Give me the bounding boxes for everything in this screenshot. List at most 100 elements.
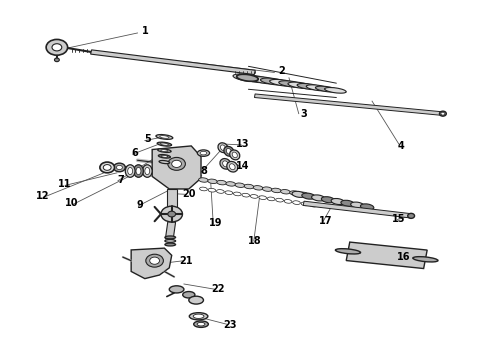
Text: 6: 6: [132, 148, 139, 158]
Ellipse shape: [242, 193, 249, 197]
Ellipse shape: [125, 165, 135, 177]
Ellipse shape: [361, 204, 374, 210]
Ellipse shape: [279, 81, 304, 87]
Ellipse shape: [227, 161, 238, 172]
Ellipse shape: [134, 165, 144, 177]
Ellipse shape: [292, 191, 305, 197]
Ellipse shape: [316, 86, 338, 92]
Polygon shape: [303, 201, 412, 218]
Text: 18: 18: [248, 236, 262, 246]
Text: 1: 1: [142, 26, 148, 36]
Polygon shape: [346, 242, 427, 269]
Ellipse shape: [199, 187, 207, 191]
Ellipse shape: [259, 196, 267, 199]
Text: 10: 10: [65, 198, 78, 208]
Ellipse shape: [413, 257, 438, 262]
Ellipse shape: [224, 147, 234, 156]
Ellipse shape: [321, 197, 335, 203]
Text: 14: 14: [236, 161, 249, 171]
Ellipse shape: [220, 158, 231, 169]
Circle shape: [114, 163, 125, 172]
Ellipse shape: [312, 195, 325, 201]
Circle shape: [103, 165, 111, 170]
Circle shape: [440, 111, 446, 116]
Ellipse shape: [341, 200, 354, 206]
Ellipse shape: [253, 186, 263, 190]
Ellipse shape: [143, 165, 152, 177]
Ellipse shape: [208, 179, 218, 184]
Ellipse shape: [169, 286, 184, 293]
Ellipse shape: [158, 149, 171, 152]
Circle shape: [441, 112, 445, 115]
Circle shape: [100, 162, 115, 173]
Circle shape: [146, 254, 163, 267]
Ellipse shape: [194, 321, 208, 327]
Polygon shape: [254, 94, 443, 116]
Ellipse shape: [306, 85, 329, 91]
Polygon shape: [166, 222, 175, 239]
Ellipse shape: [244, 184, 254, 189]
Ellipse shape: [242, 75, 270, 83]
Circle shape: [168, 211, 175, 217]
Ellipse shape: [310, 203, 317, 207]
Text: 2: 2: [278, 66, 285, 76]
Circle shape: [46, 40, 68, 55]
Ellipse shape: [197, 322, 205, 326]
Text: 13: 13: [236, 139, 249, 149]
Ellipse shape: [230, 150, 240, 160]
Circle shape: [172, 160, 181, 167]
Ellipse shape: [136, 167, 141, 175]
Ellipse shape: [200, 151, 207, 155]
Ellipse shape: [290, 191, 299, 195]
Ellipse shape: [271, 188, 281, 193]
Ellipse shape: [302, 193, 315, 199]
Ellipse shape: [218, 143, 228, 153]
Ellipse shape: [217, 190, 224, 193]
Ellipse shape: [301, 202, 309, 206]
Ellipse shape: [160, 136, 169, 138]
Ellipse shape: [251, 77, 279, 84]
Ellipse shape: [159, 161, 170, 164]
Ellipse shape: [293, 201, 300, 204]
Ellipse shape: [197, 150, 210, 156]
Circle shape: [408, 213, 415, 219]
Ellipse shape: [217, 180, 226, 185]
Ellipse shape: [189, 313, 208, 320]
Ellipse shape: [281, 189, 290, 194]
Ellipse shape: [165, 236, 175, 239]
Ellipse shape: [324, 87, 346, 93]
Ellipse shape: [222, 161, 228, 167]
Ellipse shape: [250, 194, 258, 198]
Ellipse shape: [208, 188, 216, 192]
Text: 21: 21: [180, 256, 193, 266]
Ellipse shape: [183, 292, 195, 298]
Circle shape: [168, 157, 185, 170]
Ellipse shape: [198, 178, 208, 182]
Text: 8: 8: [200, 166, 207, 176]
Ellipse shape: [161, 150, 168, 152]
Text: 20: 20: [182, 189, 196, 199]
Ellipse shape: [299, 192, 309, 197]
Ellipse shape: [335, 249, 361, 254]
Ellipse shape: [161, 156, 168, 157]
Text: 23: 23: [223, 320, 237, 330]
Ellipse shape: [331, 198, 344, 204]
Ellipse shape: [270, 80, 295, 86]
Ellipse shape: [284, 199, 292, 203]
Ellipse shape: [229, 164, 235, 170]
Text: 17: 17: [319, 216, 332, 226]
Circle shape: [54, 58, 59, 62]
Polygon shape: [91, 50, 255, 75]
Text: 16: 16: [397, 252, 411, 262]
Ellipse shape: [226, 149, 231, 154]
Ellipse shape: [351, 202, 364, 208]
Text: 11: 11: [57, 179, 71, 189]
Ellipse shape: [157, 142, 171, 146]
Text: 9: 9: [137, 200, 143, 210]
Circle shape: [52, 44, 62, 51]
Ellipse shape: [156, 135, 173, 139]
Circle shape: [117, 165, 122, 170]
Circle shape: [150, 257, 159, 264]
Polygon shape: [131, 248, 172, 279]
Ellipse shape: [233, 192, 241, 196]
